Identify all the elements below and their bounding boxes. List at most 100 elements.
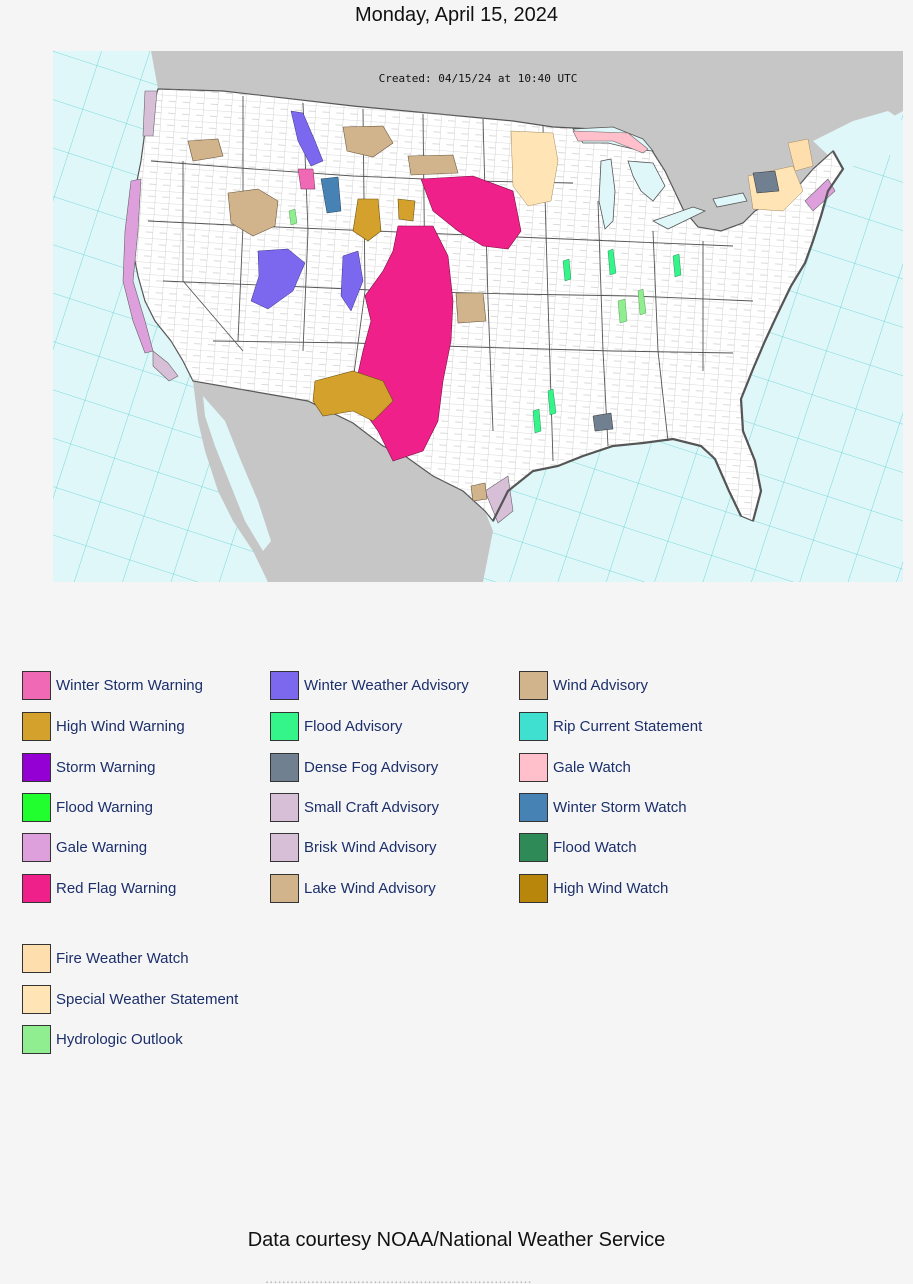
lake-michigan	[598, 158, 616, 230]
map-created-stamp: Created: 04/15/24 at 10:40 UTC	[378, 72, 578, 85]
dense-fog-advisory-ms	[592, 412, 614, 432]
legend-swatch	[270, 752, 299, 782]
weather-alert-map[interactable]: Created: 04/15/24 at 10:40 UTC	[53, 51, 903, 582]
legend-item-winter-storm-watch: Winter Storm Watch	[519, 791, 687, 823]
lake-erie	[652, 206, 707, 230]
special-weather-mn	[510, 130, 559, 207]
legend-label: Flood Watch	[553, 838, 637, 856]
legend-item-gale-warning: Gale Warning	[22, 831, 147, 863]
high-wind-warning-sw	[312, 370, 394, 422]
gulf-of-california	[203, 396, 271, 551]
legend-item-dense-fog-advisory: Dense Fog Advisory	[270, 751, 438, 783]
legend-label: Flood Warning	[56, 798, 153, 816]
legend-item-wind-advisory: Wind Advisory	[519, 669, 648, 701]
page-date-heading: Monday, April 15, 2024	[354, 4, 559, 26]
legend-label: Hydrologic Outlook	[56, 1030, 183, 1048]
legend-item-brisk-wind-advisory: Brisk Wind Advisory	[270, 831, 437, 863]
legend-label: Winter Storm Watch	[553, 798, 687, 816]
red-flag-warning-north	[420, 175, 522, 250]
legend-item-small-craft-advisory: Small Craft Advisory	[270, 791, 439, 823]
high-wind-warning-sd	[397, 198, 416, 222]
legend-item-rip-current-statement: Rip Current Statement	[519, 710, 702, 742]
legend-label: Storm Warning	[56, 758, 156, 776]
lake-huron	[627, 160, 666, 202]
high-wind-warning-wy	[352, 198, 382, 242]
legend-swatch	[22, 832, 51, 862]
legend-swatch	[519, 873, 548, 903]
wind-advisory-mt	[342, 125, 394, 158]
marine-small-craft-gulf	[484, 475, 514, 524]
legend-item-flood-advisory: Flood Advisory	[270, 710, 402, 742]
dense-fog-advisory-ny	[752, 170, 780, 194]
legend-swatch	[22, 792, 51, 822]
legend-swatch	[519, 792, 548, 822]
legend-item-special-weather-statement: Special Weather Statement	[22, 983, 238, 1015]
legend-item-flood-watch: Flood Watch	[519, 831, 637, 863]
legend-swatch	[519, 670, 548, 700]
winter-storm-watch-wy	[320, 176, 342, 214]
legend-item-winter-weather-advisory: Winter Weather Advisory	[270, 669, 469, 701]
legend-item-red-flag-warning: Red Flag Warning	[22, 872, 176, 904]
legend-swatch	[519, 752, 548, 782]
legend-label: Flood Advisory	[304, 717, 403, 735]
legend-label: Red Flag Warning	[56, 879, 177, 897]
legend-item-winter-storm-warning: Winter Storm Warning	[22, 669, 203, 701]
legend-swatch	[270, 792, 299, 822]
marine-small-craft-ca	[152, 350, 179, 382]
wind-advisory-id	[227, 188, 279, 237]
legend-label: High Wind Watch	[553, 879, 669, 897]
marine-gale-warning-ne	[804, 178, 836, 212]
legend-swatch	[519, 832, 548, 862]
legend-label: Wind Advisory	[553, 676, 649, 694]
legend-swatch	[270, 873, 299, 903]
legend-swatch	[22, 1024, 51, 1054]
legend-label: Small Craft Advisory	[304, 798, 440, 816]
winter-weather-advisory-ut	[250, 248, 306, 310]
legend-label: Gale Watch	[553, 758, 631, 776]
wind-advisory-tx	[470, 482, 488, 502]
legend-item-hydrologic-outlook: Hydrologic Outlook	[22, 1023, 183, 1055]
legend-label: Special Weather Statement	[56, 990, 239, 1008]
wind-advisory-or	[187, 138, 224, 162]
hydrologic-outlook	[288, 208, 647, 324]
legend-label: Rip Current Statement	[553, 717, 703, 735]
data-credit: Data courtesy NOAA/National Weather Serv…	[247, 1229, 666, 1251]
legend-swatch	[270, 670, 299, 700]
canada-land	[53, 51, 903, 231]
legend-label: Winter Weather Advisory	[304, 676, 469, 694]
legend-label: Winter Storm Warning	[56, 676, 203, 694]
legend-label: Brisk Wind Advisory	[304, 838, 437, 856]
legend-swatch	[519, 711, 548, 741]
east-coast-outline	[739, 150, 845, 522]
mexico-land	[193, 381, 493, 582]
legend-swatch	[22, 984, 51, 1014]
legend-label: High Wind Warning	[56, 717, 185, 735]
wind-advisory-nd	[407, 154, 459, 176]
gulf-coast-outline	[492, 437, 742, 522]
legend-swatch	[22, 670, 51, 700]
fire-weather-watch-ny	[787, 138, 814, 172]
legend-item-high-wind-warning: High Wind Warning	[22, 710, 185, 742]
legend-item-storm-warning: Storm Warning	[22, 751, 155, 783]
legend-swatch	[22, 873, 51, 903]
legend-label: Gale Warning	[56, 838, 148, 856]
marine-small-craft-nw	[142, 90, 158, 137]
legend-label: Dense Fog Advisory	[304, 758, 439, 776]
wind-advisory-ks	[455, 292, 487, 324]
legend-label: Lake Wind Advisory	[304, 879, 436, 897]
winter-weather-advisory-mt	[290, 110, 324, 167]
legend-item-fire-weather-watch: Fire Weather Watch	[22, 942, 189, 974]
legend-item-flood-warning: Flood Warning	[22, 791, 153, 823]
legend-swatch	[270, 711, 299, 741]
marine-gale-watch-superior	[572, 130, 649, 154]
map-canvas	[53, 51, 903, 582]
legend-item-gale-watch: Gale Watch	[519, 751, 631, 783]
legend-swatch	[22, 943, 51, 973]
legend-item-lake-wind-advisory: Lake Wind Advisory	[270, 872, 436, 904]
cut-off-text: ........................................…	[265, 1270, 532, 1284]
winter-weather-advisory-co	[340, 250, 364, 312]
legend-label: Fire Weather Watch	[56, 949, 189, 967]
lake-ontario	[712, 192, 748, 208]
flood-advisories	[532, 248, 682, 434]
legend-swatch	[22, 711, 51, 741]
